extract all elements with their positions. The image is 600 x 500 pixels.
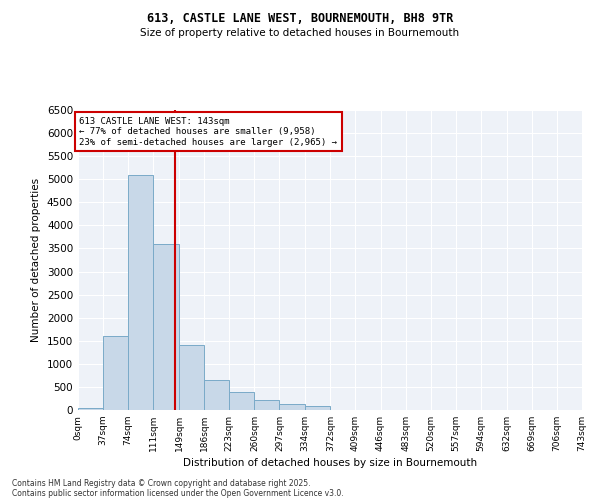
Text: 613, CASTLE LANE WEST, BOURNEMOUTH, BH8 9TR: 613, CASTLE LANE WEST, BOURNEMOUTH, BH8 … — [147, 12, 453, 26]
Text: Size of property relative to detached houses in Bournemouth: Size of property relative to detached ho… — [140, 28, 460, 38]
Text: 613 CASTLE LANE WEST: 143sqm
← 77% of detached houses are smaller (9,958)
23% of: 613 CASTLE LANE WEST: 143sqm ← 77% of de… — [79, 117, 337, 146]
Text: Contains public sector information licensed under the Open Government Licence v3: Contains public sector information licen… — [12, 488, 344, 498]
X-axis label: Distribution of detached houses by size in Bournemouth: Distribution of detached houses by size … — [183, 458, 477, 468]
Y-axis label: Number of detached properties: Number of detached properties — [31, 178, 41, 342]
Bar — [103, 336, 128, 410]
Text: Contains HM Land Registry data © Crown copyright and database right 2025.: Contains HM Land Registry data © Crown c… — [12, 478, 311, 488]
Bar — [305, 406, 331, 410]
Bar — [128, 174, 153, 410]
Bar — [78, 408, 103, 410]
Bar — [204, 380, 229, 410]
Bar — [229, 392, 254, 410]
Bar — [179, 346, 204, 410]
Bar — [153, 244, 179, 410]
Bar — [280, 404, 305, 410]
Bar — [254, 400, 280, 410]
